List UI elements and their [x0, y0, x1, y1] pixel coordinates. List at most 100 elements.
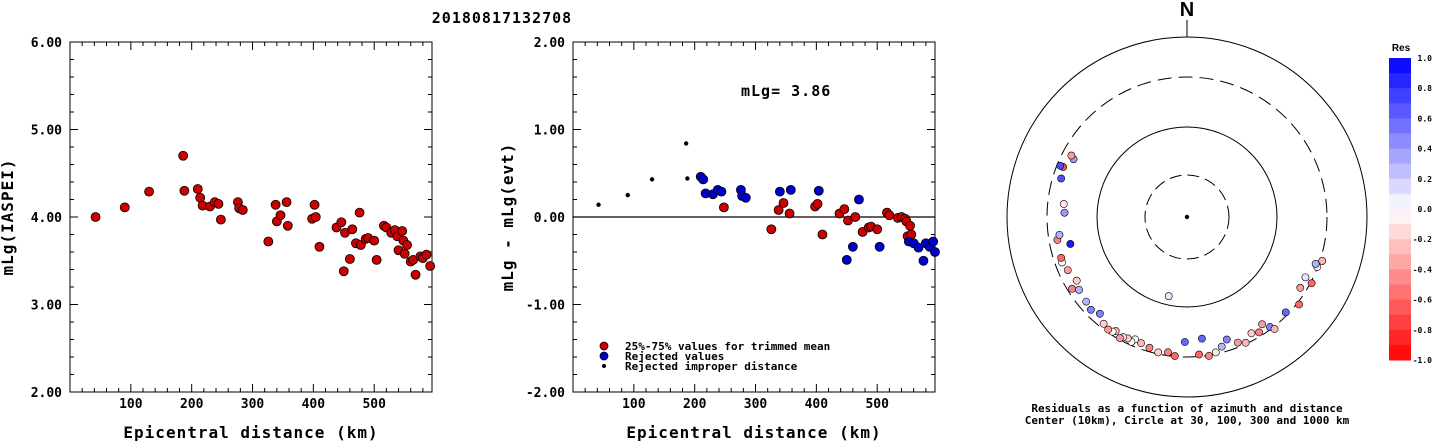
legend-marker-improper [602, 364, 606, 368]
polar-point [1154, 348, 1163, 357]
polar-point [1180, 338, 1189, 346]
colorbar-tick-label: 1.0 [1418, 54, 1433, 63]
data-point [716, 186, 727, 197]
polar-point [1087, 305, 1095, 314]
data-point [905, 220, 915, 231]
colorbar-band [1389, 314, 1411, 331]
data-point [270, 199, 281, 210]
colorbar-tick-label: -0.8 [1413, 326, 1432, 335]
data-point [263, 236, 274, 247]
colorbar-band [1389, 193, 1411, 210]
data-point [281, 197, 292, 208]
polar-points [1053, 151, 1327, 360]
polar-point [1318, 257, 1327, 265]
y-tick-label: 2.00 [534, 36, 565, 51]
data-point [282, 220, 293, 231]
colorbar-band [1389, 329, 1411, 346]
data-point [785, 184, 796, 195]
polar-point [1095, 309, 1104, 318]
colorbar-tick-label: 0.8 [1418, 84, 1433, 93]
data-point [309, 199, 320, 210]
data-point [399, 248, 410, 259]
colorbar-band [1389, 148, 1411, 165]
data-point [817, 229, 828, 240]
polar-caption-line2: Center (10km), Circle at 30, 100, 300 an… [1025, 414, 1350, 427]
polar-ring-300km [1046, 76, 1328, 358]
y-tick-label: 1.00 [534, 124, 565, 139]
colorbar-band [1389, 239, 1411, 255]
data-point [119, 202, 130, 213]
data-point [766, 224, 777, 235]
data-point [683, 141, 689, 146]
data-point [237, 205, 248, 215]
data-point [421, 249, 432, 260]
data-point [784, 208, 795, 219]
colorbar-band [1389, 299, 1411, 316]
x-tick-label: 400 [302, 397, 326, 412]
colorbar-band [1389, 103, 1411, 119]
data-point [410, 269, 421, 280]
colorbar-tick-label: -0.6 [1413, 296, 1432, 305]
colorbar-band [1389, 88, 1411, 104]
polar-point [1056, 161, 1065, 170]
polar-point [1072, 276, 1081, 285]
data-point [178, 150, 189, 161]
colorbar-band [1389, 118, 1411, 134]
colorbar-labels: 1.0 0.8 0.6 0.4 0.2 0.0 -0.2 -0.4 -0.6 -0.8 -1.0 [1413, 54, 1432, 365]
data-point [354, 207, 365, 218]
polar-point [1170, 352, 1179, 360]
x-tick-label: 200 [683, 397, 707, 412]
plot2-points [596, 141, 940, 266]
polar-center-dot [1184, 214, 1190, 220]
data-point [778, 198, 789, 208]
data-point [275, 210, 286, 221]
x-tick-label: 200 [180, 397, 204, 412]
polar-point [1258, 320, 1267, 329]
colorbar-band [1389, 254, 1411, 270]
polar-point [1099, 319, 1108, 328]
legend-label-trimmed: 25%-75% values for trimmed mean [625, 340, 830, 353]
legend-label-rejected: Rejected values [625, 350, 724, 363]
x-tick-label: 500 [362, 397, 386, 412]
y-tick-label: 2.00 [31, 386, 62, 401]
x-tick-label: 100 [622, 397, 646, 412]
polar-point [1082, 297, 1091, 306]
data-point [397, 226, 408, 236]
legend-marker-trimmed [599, 341, 609, 351]
colorbar-band [1389, 284, 1411, 301]
polar-point [1217, 342, 1226, 351]
colorbar-tick-label: 0.2 [1418, 175, 1433, 184]
data-point [336, 217, 347, 228]
polar-caption-line1: Residuals as a function of azimuth and d… [1031, 402, 1343, 415]
data-point [344, 254, 355, 264]
legend-label-improper: Rejected improper distance [625, 360, 798, 373]
plot1-ticks: 100 200 300 400 500 2.00 3.00 4.00 5.00 6.00 [31, 36, 432, 412]
magnitude-vs-distance-plot: 100 200 300 400 500 2.00 3.00 4.00 5.00 6.00 Epic… [0, 36, 436, 441]
data-point [425, 261, 436, 271]
colorbar-tick-label: -0.2 [1413, 235, 1432, 244]
colorbar-band [1389, 133, 1411, 150]
colorbar-band [1389, 269, 1411, 285]
data-point [310, 212, 321, 222]
data-point [338, 266, 349, 277]
polar-point [1066, 240, 1075, 248]
data-point [841, 254, 852, 265]
plot1-x-axis-label: Epicentral distance (km) [123, 423, 378, 441]
data-point [874, 241, 885, 252]
plot1-frame [69, 41, 433, 393]
data-point [773, 205, 784, 215]
north-label: N [1180, 0, 1194, 21]
data-point [872, 224, 883, 235]
colorbar-band [1389, 224, 1411, 240]
data-point [740, 192, 751, 203]
polar-point [1311, 259, 1320, 268]
data-point [928, 236, 939, 247]
residual-vs-distance-plot: 100 200 300 400 500 -2.00 -1.00 0.00 1.00 2.00 mL… [498, 36, 940, 441]
polar-point [1296, 283, 1305, 292]
polar-point [1307, 279, 1316, 288]
polar-point [1067, 151, 1076, 160]
colorbar-tick-label: 0.0 [1418, 205, 1433, 214]
polar-point [1247, 329, 1256, 338]
plot2-x-axis-label: Epicentral distance (km) [626, 423, 881, 441]
data-point [913, 242, 924, 253]
